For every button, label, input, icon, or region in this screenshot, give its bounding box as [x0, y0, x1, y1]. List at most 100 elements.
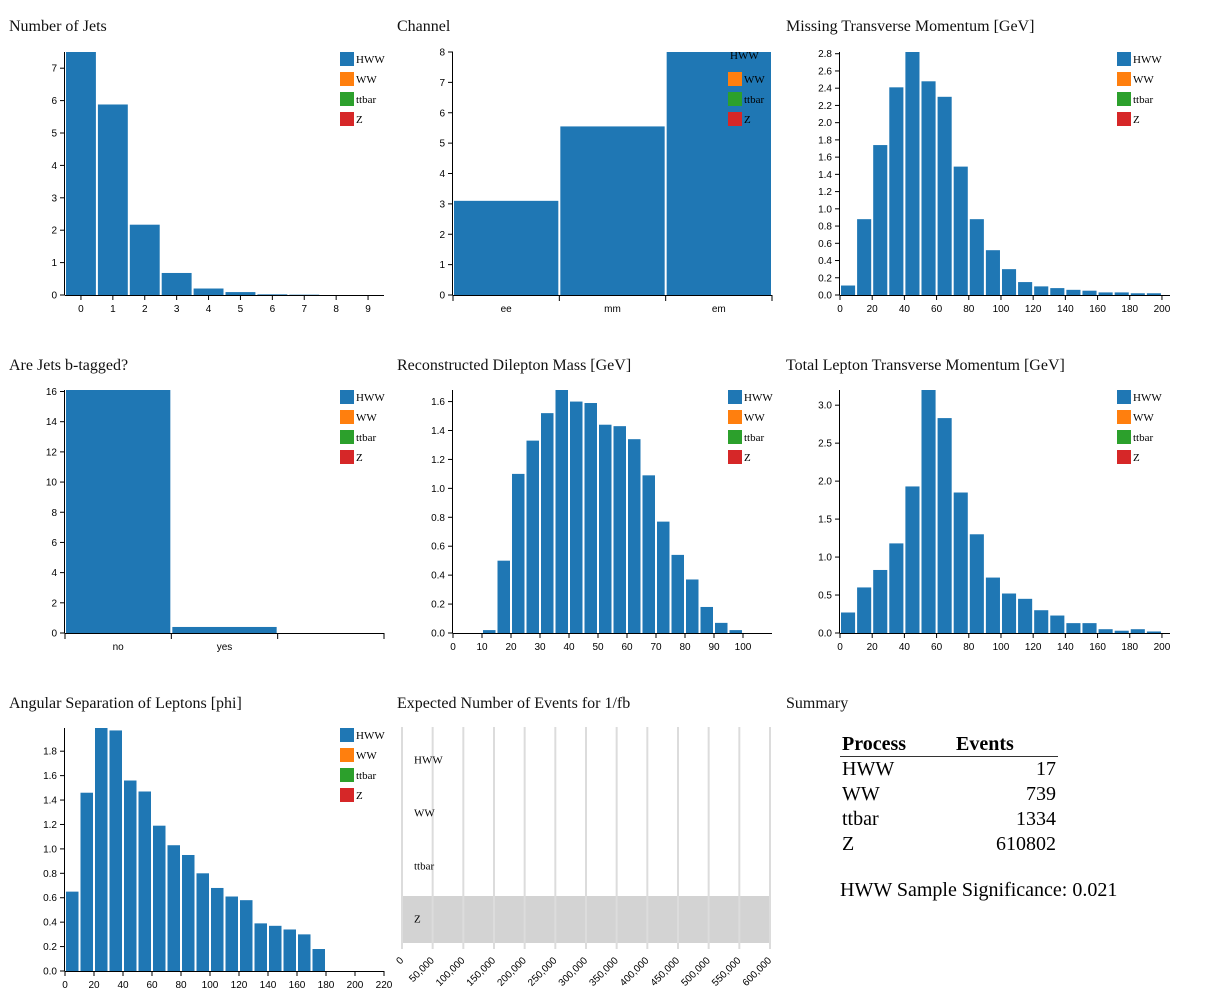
x-tick-label: yes [217, 642, 233, 653]
y-tick-label: 8 [51, 508, 57, 519]
x-tick-label: 60 [146, 980, 158, 991]
bar [613, 426, 626, 633]
bar [841, 285, 856, 295]
bar [97, 104, 128, 295]
bar [167, 845, 180, 971]
x-tick-label: 0 [837, 642, 843, 653]
x-tick-label: 20 [88, 980, 100, 991]
event-label-hww: HWW [414, 755, 443, 767]
y-tick-label: 0.4 [431, 571, 445, 582]
summary-process: WW [842, 783, 880, 805]
bar [225, 896, 238, 971]
x-tick-label: 5 [238, 304, 244, 315]
legend-label-hww: HWW [1133, 392, 1162, 404]
x-tick-label: 2 [142, 304, 148, 315]
x-tick-label: 20 [867, 642, 879, 653]
x-tick-label: 500,000 [679, 955, 713, 989]
chart-title-btag: Are Jets b-tagged? [9, 357, 129, 374]
legend-swatch-z [340, 450, 354, 464]
legend-label-ttbar: ttbar [744, 432, 764, 444]
y-tick-label: 1.6 [431, 397, 445, 408]
summary-header-events: Events [954, 733, 1058, 757]
y-tick-label: 0.6 [818, 239, 832, 250]
bar [298, 934, 311, 971]
y-tick-label: 1.2 [43, 820, 57, 831]
chart-title-events: Expected Number of Events for 1/fb [397, 695, 631, 712]
x-tick-label: 20 [867, 304, 879, 315]
bar [1001, 593, 1017, 633]
legend-swatch-hww [728, 390, 742, 404]
legend-swatch-ww [728, 72, 742, 86]
bar [66, 52, 96, 295]
x-tick-label: 4 [206, 304, 212, 315]
x-tick-label: 160 [1089, 642, 1106, 653]
legend-label-ttbar: ttbar [356, 432, 376, 444]
legend-label-z: Z [744, 114, 751, 126]
bar [905, 52, 920, 295]
summary-events: 17 [1036, 758, 1056, 780]
legend-label-hww: HWW [356, 54, 385, 66]
y-tick-label: 2.4 [818, 84, 832, 95]
x-tick-label: mm [604, 304, 621, 315]
y-tick-label: 1.6 [818, 153, 832, 164]
x-tick-label: 3 [174, 304, 180, 315]
y-tick-label: 0.0 [431, 629, 445, 640]
y-tick-label: 10 [46, 478, 58, 489]
summary-title: Summary [786, 695, 849, 712]
y-tick-label: 0.5 [818, 591, 832, 602]
x-tick-label: 120 [231, 980, 248, 991]
bar [1066, 289, 1081, 295]
legend-swatch-z [728, 450, 742, 464]
x-tick-label: 30 [534, 642, 546, 653]
x-tick-label: 200,000 [495, 955, 529, 989]
legend-label-z: Z [744, 452, 751, 464]
y-tick-label: 0.6 [431, 542, 445, 553]
y-tick-label: 16 [46, 387, 58, 398]
y-tick-label: 2.8 [818, 49, 832, 60]
legend-swatch-ttbar [340, 92, 354, 106]
y-tick-label: 2.2 [818, 101, 832, 112]
legend-label-ttbar: ttbar [744, 94, 764, 106]
summary-events: 610802 [996, 833, 1056, 855]
bar [560, 126, 665, 295]
bar [1001, 269, 1017, 295]
x-tick-label: 9 [365, 304, 371, 315]
x-tick-label: 140 [1057, 642, 1074, 653]
y-tick-label: 0.0 [43, 967, 57, 978]
x-tick-label: 200 [1154, 304, 1171, 315]
y-tick-label: 0.8 [43, 869, 57, 880]
bar [312, 949, 325, 971]
bar [124, 780, 137, 971]
legend-swatch-ww [728, 410, 742, 424]
x-tick-label: 50,000 [407, 955, 437, 985]
bar [497, 560, 510, 633]
x-tick-label: 600,000 [741, 955, 775, 989]
x-tick-label: 200 [347, 980, 364, 991]
y-tick-label: 6 [51, 538, 57, 549]
bar [182, 854, 195, 971]
bar [172, 626, 277, 633]
summary-row: HWW 17 [840, 757, 1058, 783]
bar [921, 81, 936, 295]
x-tick-label: 180 [1121, 642, 1138, 653]
bar [1098, 629, 1113, 633]
y-tick-label: 3 [439, 199, 445, 210]
y-tick-label: 0.0 [818, 629, 832, 640]
x-tick-label: no [113, 642, 125, 653]
y-tick-label: 8 [439, 48, 445, 59]
bar [1050, 615, 1065, 633]
x-tick-label: 1 [110, 304, 116, 315]
x-tick-label: 150,000 [465, 955, 499, 989]
x-tick-label: 40 [563, 642, 575, 653]
legend-swatch-ttbar [340, 430, 354, 444]
legend-label-ttbar: ttbar [356, 94, 376, 106]
bar [889, 543, 904, 633]
legend-label-ww: WW [1133, 412, 1154, 424]
y-tick-label: 5 [51, 129, 57, 140]
bar [138, 791, 151, 971]
bar [80, 792, 93, 971]
x-tick-label: 100 [993, 642, 1010, 653]
x-tick-label: 90 [708, 642, 720, 653]
bar [1050, 288, 1065, 295]
bar [599, 424, 612, 633]
